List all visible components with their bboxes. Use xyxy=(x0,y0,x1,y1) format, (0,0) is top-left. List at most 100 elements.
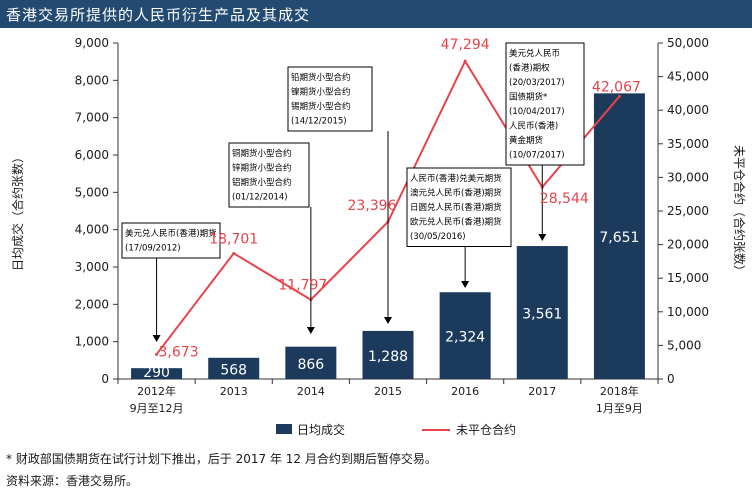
x-tick-label: 2016 xyxy=(451,385,479,398)
annotation-text: 日圆兑人民币(香港)期货 xyxy=(410,202,502,213)
y-left-tick-label: 6,000 xyxy=(75,148,109,162)
bar xyxy=(439,292,491,379)
y-right-tick-label: 10,000 xyxy=(667,305,709,319)
annotations: 美元兑人民币(香港)期货 (17/09/2012) 铜期货小型合约锌期货小型合约铝期… xyxy=(121,42,585,342)
annotation-text: 美元兑人民币(香港)期货 xyxy=(125,228,217,239)
x-tick-label: 1月至9月 xyxy=(596,402,643,415)
line-point xyxy=(155,352,159,356)
bar xyxy=(516,246,568,379)
bar xyxy=(362,330,414,379)
y-right-tick-label: 35,000 xyxy=(667,137,709,151)
y-right-tick-label: 30,000 xyxy=(667,170,709,184)
annotation-text: 铜期货小型合约 xyxy=(232,148,292,159)
annotation-text: 锌期货小型合约 xyxy=(232,163,292,174)
x-tick-label: 9月至12月 xyxy=(130,402,184,415)
x-tick-label: 2012年 xyxy=(137,384,176,398)
bar-value-label: 7,651 xyxy=(599,230,639,246)
y-right-tick-label: 0 xyxy=(667,372,675,386)
annotation-text: (14/12/2015) xyxy=(291,117,347,127)
y-right-tick-label: 5,000 xyxy=(667,338,701,352)
page-title: 香港交易所提供的人民币衍生产品及其成交 xyxy=(6,6,311,24)
annotation-arrowhead xyxy=(461,281,470,288)
y-left-tick-label: 8,000 xyxy=(75,73,109,87)
x-tick-label: 2015 xyxy=(374,385,402,398)
data-labels: 290 568 866 1,288 2,324 3,561 7,651 3,673 18,701… xyxy=(143,37,641,381)
line-value-label: 28,544 xyxy=(540,191,589,207)
x-tick-label: 2013 xyxy=(220,385,248,398)
chart: 0 1,000 2,000 3,000 4,000 5,000 6,000 7,000 8,00… xyxy=(10,36,747,437)
bar-series xyxy=(131,93,645,379)
annotation-text: (01/12/2014) xyxy=(232,193,288,203)
y-left-tick-label: 3,000 xyxy=(75,260,109,274)
annotation-text: (20/03/2017) xyxy=(509,78,565,88)
line-value-label: 11,797 xyxy=(278,278,327,294)
bar-value-label: 2,324 xyxy=(445,330,485,346)
annotation-text: 人民币(香港) xyxy=(509,121,558,132)
annotation-box xyxy=(406,167,512,247)
annotation-text: 国债期货* xyxy=(509,92,547,103)
chart-axes: 0 1,000 2,000 3,000 4,000 5,000 6,000 7,000 8,00… xyxy=(10,36,747,415)
annotation-box xyxy=(228,142,310,208)
y-left-tick-label: 1,000 xyxy=(75,335,109,349)
bar xyxy=(285,346,337,379)
annotation-text: (10/04/2017) xyxy=(509,107,565,117)
annotation-arrowhead xyxy=(538,234,547,241)
bar-value-label: 1,288 xyxy=(368,349,408,365)
x-tick-label: 2018年 xyxy=(600,384,639,398)
annotation-text: 美元兑人民币 xyxy=(509,48,560,59)
annotation-text: 锡期货小型合约 xyxy=(291,101,351,112)
y-left-tick-label: 9,000 xyxy=(75,36,109,50)
annotation-text: 镍期货小型合约 xyxy=(291,87,351,98)
y-right-tick-label: 20,000 xyxy=(667,238,709,252)
bar xyxy=(593,93,645,379)
annotation-text: (17/09/2012) xyxy=(125,244,181,254)
annotation-text: 黄金期货 xyxy=(509,135,544,146)
line-value-label: 47,294 xyxy=(441,37,490,53)
y-left-tick-label: 4,000 xyxy=(75,223,109,237)
y-left-axis-title: 日均成交（合约张数） xyxy=(10,151,25,271)
bar-value-label: 568 xyxy=(220,362,247,378)
bar xyxy=(131,368,183,379)
legend-bar-label: 日均成交 xyxy=(297,422,345,437)
title-bar: 香港交易所提供的人民币衍生产品及其成交 xyxy=(0,0,752,28)
line-value-label: 18,701 xyxy=(209,231,258,247)
annotation-box xyxy=(505,42,585,166)
annotation-text: 铅期货小型合约 xyxy=(291,72,351,83)
y-right-axis-title: 未平仓合约（合约张数） xyxy=(732,145,747,277)
source-note: 资料来源：香港交易所。 xyxy=(6,474,139,488)
line-value-label: 3,673 xyxy=(159,344,199,360)
x-tick-label: 2017 xyxy=(528,385,556,398)
legend-line-label: 未平仓合约 xyxy=(456,422,516,437)
annotation-text: 铝期货小型合约 xyxy=(232,177,292,188)
y-right-tick-label: 25,000 xyxy=(667,204,709,218)
annotation-arrowhead xyxy=(306,327,315,334)
line-point xyxy=(232,251,236,255)
y-right-tick-label: 45,000 xyxy=(667,70,709,84)
annotation-box xyxy=(287,66,373,132)
legend: 日均成交 未平仓合约 xyxy=(276,422,516,437)
annotation-text: (香港)期权 xyxy=(509,63,550,74)
line-point xyxy=(463,59,467,63)
annotation-text: 欧元兑人民币(香港)期货 xyxy=(410,217,502,228)
line-value-label: 42,067 xyxy=(592,79,641,95)
annotation-arrowhead xyxy=(384,317,392,324)
bar-value-label: 290 xyxy=(143,365,170,381)
bar xyxy=(208,357,260,379)
legend-bar-swatch xyxy=(276,424,292,434)
footnote: * 财政部国债期货在试行计划下推出，后于 2017 年 12 月合约到期后暂停交… xyxy=(6,452,437,466)
annotation-text: (30/05/2016) xyxy=(410,232,466,242)
annotation-text: (10/07/2017) xyxy=(509,151,565,161)
annotation-arrowhead xyxy=(152,335,161,342)
line-value-label: 23,396 xyxy=(348,198,397,214)
y-left-tick-label: 2,000 xyxy=(75,297,109,311)
y-right-tick-label: 15,000 xyxy=(667,271,709,285)
y-left-tick-label: 5,000 xyxy=(75,185,109,199)
annotation-box xyxy=(121,222,221,259)
bar-value-label: 866 xyxy=(297,357,324,373)
y-left-tick-label: 0 xyxy=(101,372,109,386)
annotation-text: 澳元兑人民币(香港)期货 xyxy=(410,188,502,199)
y-right-tick-label: 50,000 xyxy=(667,36,709,50)
line-point xyxy=(617,94,621,98)
y-left-tick-label: 7,000 xyxy=(75,111,109,125)
annotation-text: 人民币(香港)兑美元期货 xyxy=(410,173,502,184)
